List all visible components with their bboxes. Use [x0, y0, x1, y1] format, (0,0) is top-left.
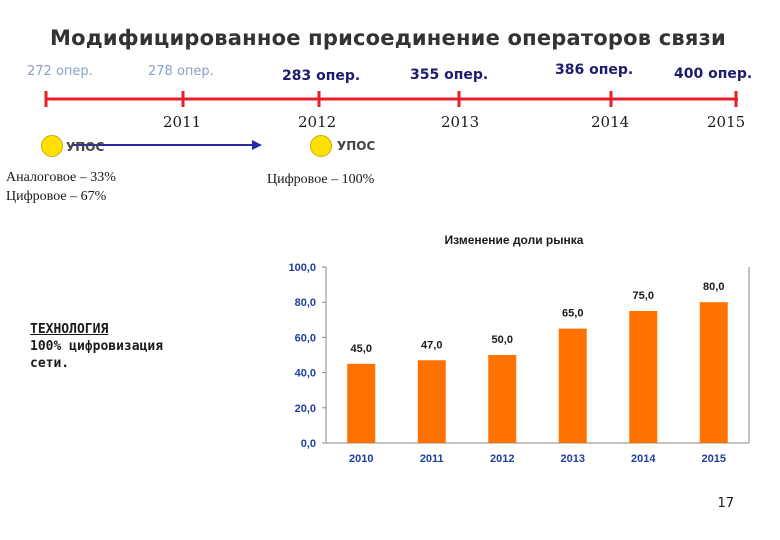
operators-label-3: 283 опер. [282, 68, 361, 84]
upos-arrow-head [252, 140, 262, 150]
x-tick-label: 2013 [561, 453, 585, 465]
bar-2014 [629, 311, 658, 443]
upos-marker [310, 135, 332, 157]
bar-value-label: 45,0 [351, 343, 372, 355]
technology-line: сети. [30, 356, 70, 371]
page-title: Модифицированное присоединение операторо… [50, 26, 726, 50]
bar-value-label: 47,0 [421, 339, 442, 351]
x-tick-label: 2011 [420, 453, 444, 465]
y-tick-label: 100,0 [288, 262, 316, 274]
upos-label: УПОС [66, 140, 105, 154]
operators-label-5: 386 опер. [555, 62, 634, 78]
bar-2015 [699, 302, 728, 443]
timeline [44, 91, 738, 150]
y-tick-label: 40,0 [295, 368, 316, 380]
bar-value-label: 80,0 [703, 281, 724, 293]
x-tick-label: 2012 [490, 453, 514, 465]
upos-label: УПОС [337, 139, 376, 153]
technology-note: ТЕХНОЛОГИЯ 100% цифровизация сети. [30, 321, 163, 372]
chart-title: Изменение доли рынка [445, 233, 584, 247]
digital-share: Цифровое – 67% [6, 189, 107, 204]
year-label: 2015 [707, 113, 746, 131]
bar-value-label: 50,0 [492, 334, 513, 346]
bar-2010 [347, 363, 376, 443]
year-label: 2012 [298, 113, 337, 131]
technology-heading: ТЕХНОЛОГИЯ [30, 322, 109, 337]
y-tick-label: 80,0 [295, 297, 316, 309]
analog-share: Аналоговое – 33% [6, 170, 116, 185]
operators-label-1: 272 опер. [27, 64, 93, 79]
bar-value-label: 75,0 [633, 290, 654, 302]
analog-share-note: Аналоговое – 33% Цифровое – 67% [6, 168, 116, 206]
upos-marker [41, 135, 63, 157]
technology-line: 100% цифровизация [30, 339, 164, 354]
x-tick-label: 2010 [349, 453, 373, 465]
bar-2012 [488, 355, 517, 443]
bar-value-label: 65,0 [562, 308, 583, 320]
operators-label-4: 355 опер. [410, 67, 489, 83]
year-label: 2014 [591, 113, 630, 131]
year-label: 2011 [163, 113, 202, 131]
y-tick-label: 60,0 [295, 332, 316, 344]
y-tick-label: 0,0 [301, 438, 316, 450]
page-number: 17 [717, 496, 734, 511]
x-tick-label: 2014 [631, 453, 656, 465]
bar-2011 [417, 360, 446, 443]
operators-label-2: 278 опер. [148, 64, 214, 79]
y-tick-label: 20,0 [295, 403, 316, 415]
bar-2013 [558, 328, 587, 443]
year-label: 2013 [441, 113, 480, 131]
digital-full-note: Цифровое – 100% [267, 172, 375, 187]
operators-label-6: 400 опер. [674, 66, 753, 82]
x-tick-label: 2015 [702, 453, 726, 465]
